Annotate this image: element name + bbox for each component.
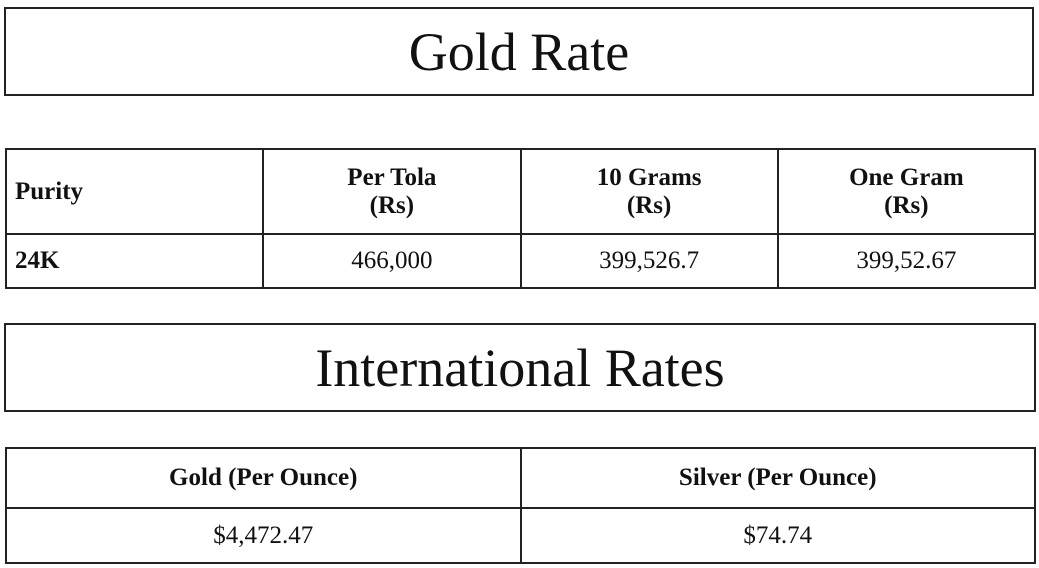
- gold-table: Purity Per Tola (Rs) 10 Grams (Rs) One G…: [4, 148, 1037, 289]
- cell: 399,526.7: [519, 233, 779, 289]
- header-cell: Purity: [4, 148, 265, 235]
- header-cell: Per Tola (Rs): [262, 148, 522, 235]
- cell: $4,472.47: [5, 507, 522, 564]
- header-row: Purity Per Tola (Rs) 10 Grams (Rs) One G…: [4, 148, 1037, 235]
- title-box: International Rates: [4, 323, 1036, 412]
- title-box: Gold Rate: [4, 7, 1034, 96]
- header-cell: 10 Grams (Rs): [519, 148, 779, 235]
- cell: $74.74: [519, 507, 1036, 564]
- cell: 466,000: [262, 233, 522, 289]
- header-cell: Gold (Per Ounce): [5, 447, 522, 509]
- header-cell: One Gram (Rs): [776, 148, 1037, 235]
- header-cell: Silver (Per Ounce): [519, 447, 1036, 509]
- header-row: Gold (Per Ounce) Silver (Per Ounce): [5, 447, 1036, 509]
- title: International Rates: [315, 337, 725, 398]
- title: Gold Rate: [408, 21, 630, 82]
- cell: 399,52.67: [776, 233, 1037, 289]
- data-row: 24K 466,000 399,526.7 399,52.67: [4, 233, 1037, 289]
- international-table: Gold (Per Ounce) Silver (Per Ounce) $4,4…: [5, 447, 1036, 564]
- cell: 24K: [4, 233, 265, 289]
- data-row: $4,472.47 $74.74: [5, 507, 1036, 564]
